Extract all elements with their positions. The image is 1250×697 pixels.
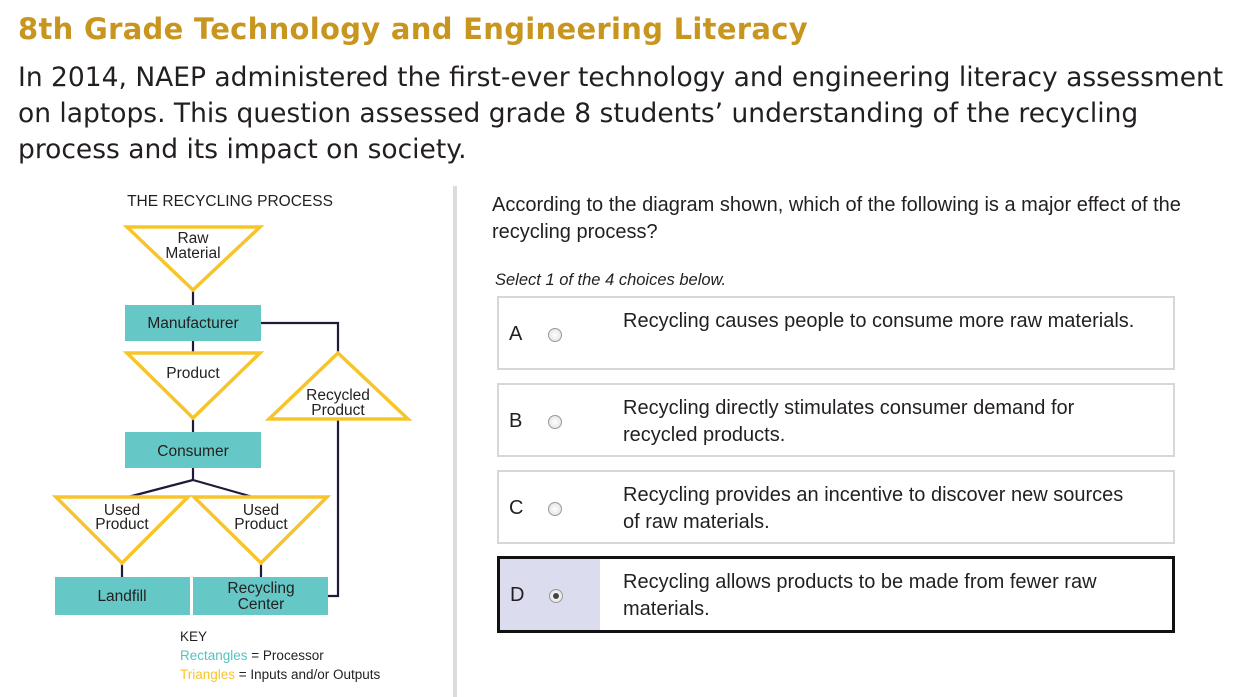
- label-product: Product: [166, 365, 220, 382]
- key-heading: KEY: [180, 629, 207, 644]
- key-rectangles: Rectangles = Processor: [180, 648, 324, 663]
- radio-button-selected[interactable]: [549, 589, 563, 603]
- radio-button[interactable]: [548, 415, 562, 429]
- connector-lines: [120, 290, 340, 598]
- question-prompt: According to the diagram shown, which of…: [492, 194, 1181, 243]
- label-used-product-1: Product: [95, 516, 149, 533]
- triangle-product: [122, 351, 265, 421]
- label-recycled: Recycled: [306, 387, 370, 404]
- triangle-used-product-1: [51, 495, 193, 566]
- question-instruction: Select 1 of the 4 choices below.: [495, 271, 727, 289]
- label-used-product-2: Product: [234, 516, 288, 533]
- intro-text: In 2014, NAEP administered the first-eve…: [18, 62, 1224, 165]
- label-consumer: Consumer: [157, 443, 229, 460]
- label-center: Center: [238, 596, 285, 613]
- choice-text: Recycling provides an incentive to disco…: [623, 484, 1124, 533]
- label-manufacturer: Manufacturer: [147, 315, 238, 332]
- label-landfill: Landfill: [97, 588, 146, 605]
- diagram-title: THE RECYCLING PROCESS: [127, 193, 333, 210]
- label-raw: Raw: [177, 230, 209, 247]
- choice-text: Recycling causes people to consume more …: [623, 310, 1135, 332]
- rect-recycling-center: [193, 577, 328, 615]
- choice-a[interactable]: A Recycling causes people to consume mor…: [497, 296, 1175, 370]
- diagram-key: KEY Rectangles = Processor Triangles = I…: [180, 629, 380, 682]
- label-used-1: Used: [104, 502, 140, 519]
- page-title: 8th Grade Technology and Engineering Lit…: [18, 12, 808, 46]
- triangle-raw-material: [122, 225, 265, 293]
- label-used-2: Used: [243, 502, 279, 519]
- panel-divider: [453, 186, 457, 697]
- radio-button[interactable]: [548, 328, 562, 342]
- choice-letter: D: [510, 584, 525, 606]
- recycling-diagram: THE RECYCLING PROCESS Raw Material Manuf…: [51, 193, 413, 682]
- label-recycling: Recycling: [227, 580, 294, 597]
- choice-b[interactable]: B Recycling directly stimulates consumer…: [497, 383, 1175, 457]
- triangle-recycled-product: [264, 350, 413, 421]
- triangle-used-product-2: [189, 495, 332, 566]
- choice-d[interactable]: D Recycling allows products to be made f…: [497, 556, 1175, 633]
- key-triangles: Triangles = Inputs and/or Outputs: [180, 667, 380, 682]
- rect-manufacturer: [125, 305, 261, 341]
- label-recycled-product: Product: [311, 402, 365, 419]
- label-material: Material: [165, 245, 220, 262]
- choice-c[interactable]: C Recycling provides an incentive to dis…: [497, 470, 1175, 544]
- choice-text: Recycling directly stimulates consumer d…: [623, 397, 1075, 446]
- choice-letter: B: [509, 410, 523, 432]
- radio-button[interactable]: [548, 502, 562, 516]
- rect-consumer: [125, 432, 261, 468]
- choice-letter: A: [509, 323, 523, 345]
- choice-text: Recycling allows products to be made fro…: [623, 571, 1097, 620]
- rect-landfill: [55, 577, 190, 615]
- choice-letter: C: [509, 497, 524, 519]
